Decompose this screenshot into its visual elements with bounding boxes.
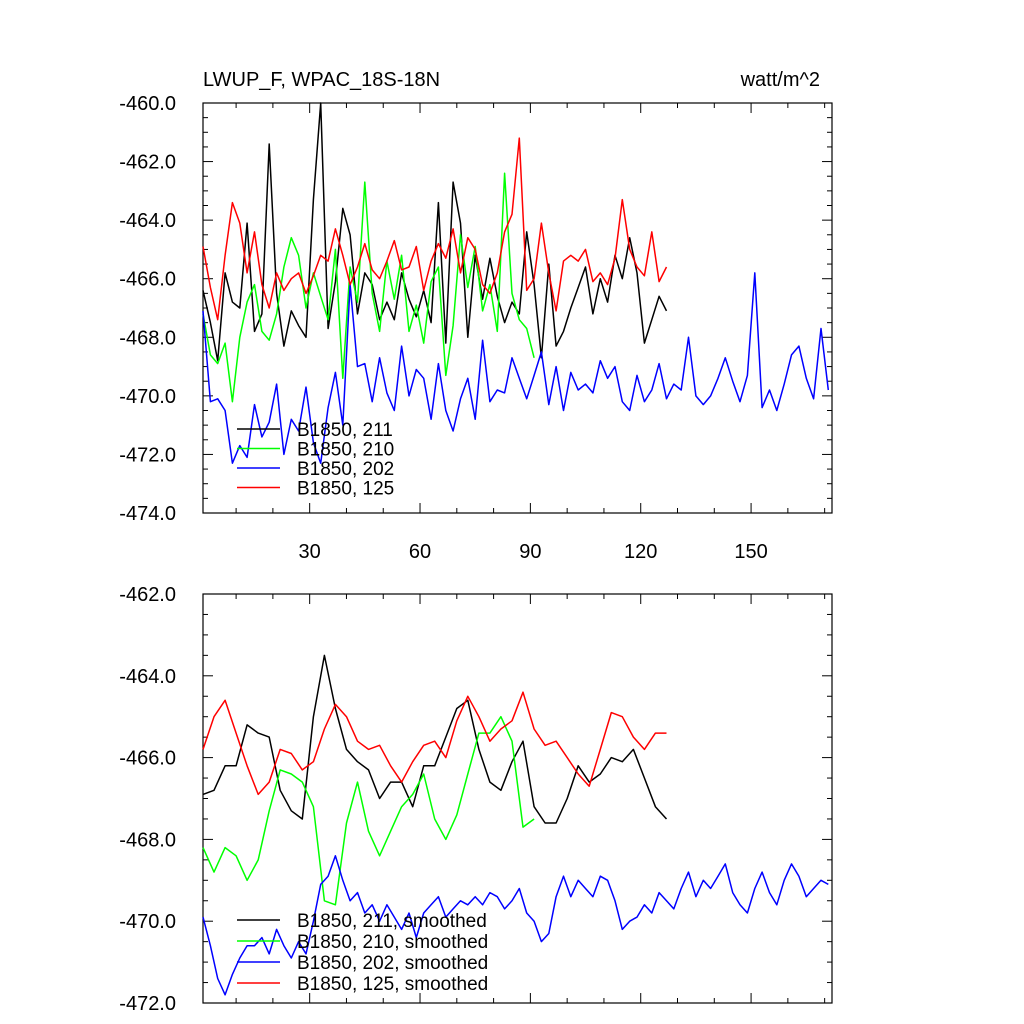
legend-label: B1850, 210, smoothed [297,932,488,953]
legend-label: B1850, 211 [297,420,393,441]
series-line [202,172,535,403]
y-tick-label: -472.0 [119,444,176,466]
y-tick-label: -462.0 [119,152,176,174]
y-tick-label: -474.0 [119,503,176,525]
units-label: watt/m^2 [740,69,820,91]
series-line [202,102,668,362]
legend-label: B1850, 202, smoothed [297,953,488,974]
series-line [202,855,829,996]
series-line [202,137,668,321]
y-tick-label: -464.0 [119,666,176,688]
y-tick-label: -466.0 [119,748,176,770]
legend-label: B1850, 125 [297,479,394,500]
x-tick-label: 30 [299,541,321,563]
figure-title: LWUP_F, WPAC_18S-18N [203,69,440,91]
series-line [202,691,667,796]
y-tick-label: -470.0 [119,386,176,408]
x-tick-label: 90 [519,541,541,563]
y-tick-label: -464.0 [119,210,176,232]
series-line [202,715,535,906]
y-tick-label: -472.0 [119,993,176,1015]
y-tick-label: -460.0 [119,93,176,115]
y-tick-label: -462.0 [119,584,176,606]
legend-label: B1850, 125, smoothed [297,974,488,995]
series-line [202,272,830,464]
y-tick-label: -466.0 [119,269,176,291]
legend-label: B1850, 211, smoothed [297,911,487,932]
y-tick-label: -470.0 [119,911,176,933]
series-line [202,654,668,824]
bottom-panel: -472.0 -470.0 -468.0 -466.0 -464.0 -462.0 B185… [119,584,833,1015]
y-tick-label: -468.0 [119,327,176,349]
x-tick-label: 150 [734,541,767,563]
legend-label: B1850, 210 [297,440,394,461]
x-tick-label: 120 [624,541,657,563]
y-tick-label: -468.0 [119,829,176,851]
top-panel: -474.0 -472.0 -470.0 -468.0 -466.0 -464.0 -462… [119,93,833,563]
legend-label: B1850, 202 [297,459,394,480]
x-tick-label: 60 [409,541,431,563]
